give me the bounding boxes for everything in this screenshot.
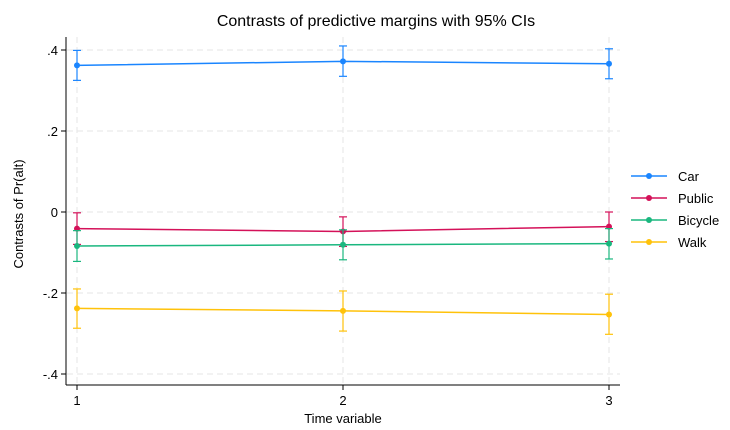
grid-layer [67, 37, 620, 384]
data-point [340, 307, 346, 314]
x-tick-label: 2 [339, 393, 346, 408]
y-tick-label: -.4 [43, 367, 58, 382]
data-point [606, 60, 612, 67]
y-tick-label: 0 [51, 205, 58, 220]
x-axis-label: Time variable [304, 411, 382, 426]
legend-marker [646, 239, 652, 245]
y-tick-label: -.2 [43, 286, 58, 301]
data-point [74, 62, 80, 69]
legend-marker [646, 173, 652, 179]
y-tick-label: .4 [47, 43, 58, 58]
chart-title: Contrasts of predictive margins with 95%… [217, 13, 535, 30]
legend-label: Public [678, 191, 714, 206]
data-point [74, 243, 80, 250]
legend: Car Public Bicycle Walk [631, 169, 719, 250]
series-bicycle [73, 228, 613, 263]
legend-item-walk: Walk [631, 235, 707, 250]
legend-label: Bicycle [678, 213, 719, 228]
axis-layer: -.4 -.2 0 .2 .4 1 2 3 [43, 37, 620, 408]
legend-label: Walk [678, 235, 707, 250]
series-walk [73, 288, 613, 335]
y-tick-label: .2 [47, 124, 58, 139]
data-point [74, 305, 80, 312]
data-point [606, 240, 612, 247]
legend-marker [646, 217, 652, 223]
legend-marker [646, 195, 652, 201]
data-point [340, 58, 346, 65]
y-axis-label: Contrasts of Pr(alt) [11, 159, 26, 268]
series-car [73, 45, 613, 81]
legend-label: Car [678, 169, 700, 184]
series-layer [73, 45, 613, 335]
legend-item-public: Public [631, 191, 714, 206]
x-tick-label: 3 [605, 393, 612, 408]
x-tick-label: 1 [73, 393, 80, 408]
data-point [340, 241, 346, 248]
data-point [606, 311, 612, 318]
legend-item-car: Car [631, 169, 700, 184]
legend-item-bicycle: Bicycle [631, 213, 719, 228]
